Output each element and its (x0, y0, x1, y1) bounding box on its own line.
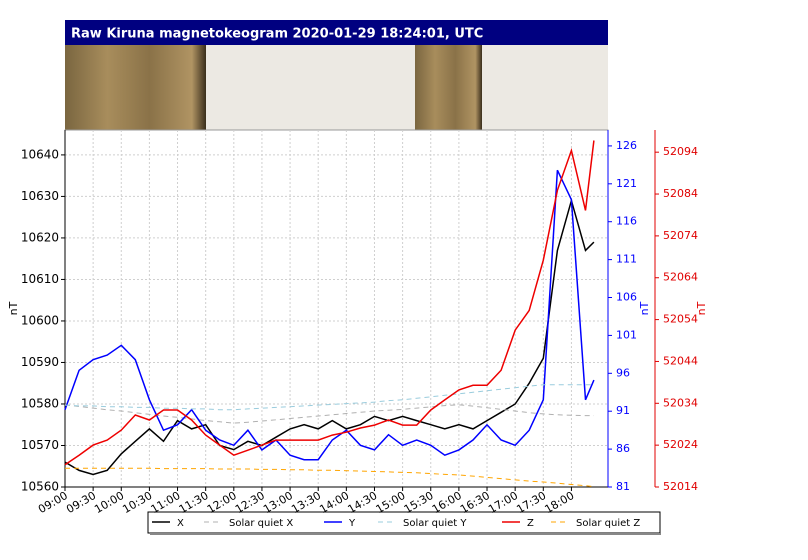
series-line (64, 140, 595, 466)
title-bar (65, 20, 608, 45)
plot-area (64, 129, 609, 488)
x-tick-label: 09:30 (64, 489, 98, 516)
y2-tick-label: 91 (616, 404, 630, 417)
y2-tick-label: 111 (616, 253, 637, 266)
chart-title: Raw Kiruna magnetokeogram 2020-01-29 18:… (71, 27, 483, 42)
y-tick-label: 10570 (21, 438, 59, 452)
y2-tick-label: 121 (616, 177, 637, 190)
y-tick-label: 10560 (21, 480, 59, 494)
y2-tick-label: 116 (616, 215, 637, 228)
series-line (65, 467, 594, 488)
y-axis-label: nT (7, 301, 20, 315)
y2-axis-label: nT (638, 301, 651, 315)
keogram-strip (65, 45, 608, 130)
y3-tick-label: 52064 (663, 271, 698, 284)
y3-tick-label: 52024 (663, 438, 698, 451)
y-tick-label: 10610 (21, 272, 59, 286)
y2-tick-label: 96 (616, 366, 630, 379)
legend-label: Solar quiet X (229, 518, 293, 529)
legend-label: Z (527, 518, 534, 529)
y2-tick-label: 86 (616, 442, 630, 455)
y3-tick-label: 52054 (663, 313, 698, 326)
x-tick-label: 10:00 (92, 489, 126, 516)
y2-tick-label: 81 (616, 480, 630, 493)
y3-tick-label: 52034 (663, 396, 698, 409)
legend-label: X (177, 518, 184, 529)
legend-label: Solar quiet Y (403, 518, 467, 529)
series-line (64, 169, 595, 461)
y-tick-label: 10590 (21, 355, 59, 369)
y-tick-label: 10580 (21, 396, 59, 410)
y2-tick-label: 106 (616, 291, 637, 304)
y-tick-label: 10600 (21, 313, 59, 327)
y2-tick-label: 126 (616, 139, 637, 152)
series-line (64, 197, 595, 476)
y3-tick-label: 52014 (663, 480, 698, 493)
y2-tick-label: 101 (616, 328, 637, 341)
legend-label: Solar quiet Z (576, 518, 640, 529)
y3-tick-label: 52044 (663, 354, 698, 367)
y-tick-label: 10620 (21, 230, 59, 244)
y-tick-label: 10630 (21, 189, 59, 203)
y3-axis-label: nT (695, 301, 708, 315)
legend-label: Y (348, 518, 356, 529)
y-tick-label: 10640 (21, 147, 59, 161)
y3-tick-label: 52094 (663, 145, 698, 158)
y3-tick-label: 52074 (663, 229, 698, 242)
y3-tick-label: 52084 (663, 187, 698, 200)
